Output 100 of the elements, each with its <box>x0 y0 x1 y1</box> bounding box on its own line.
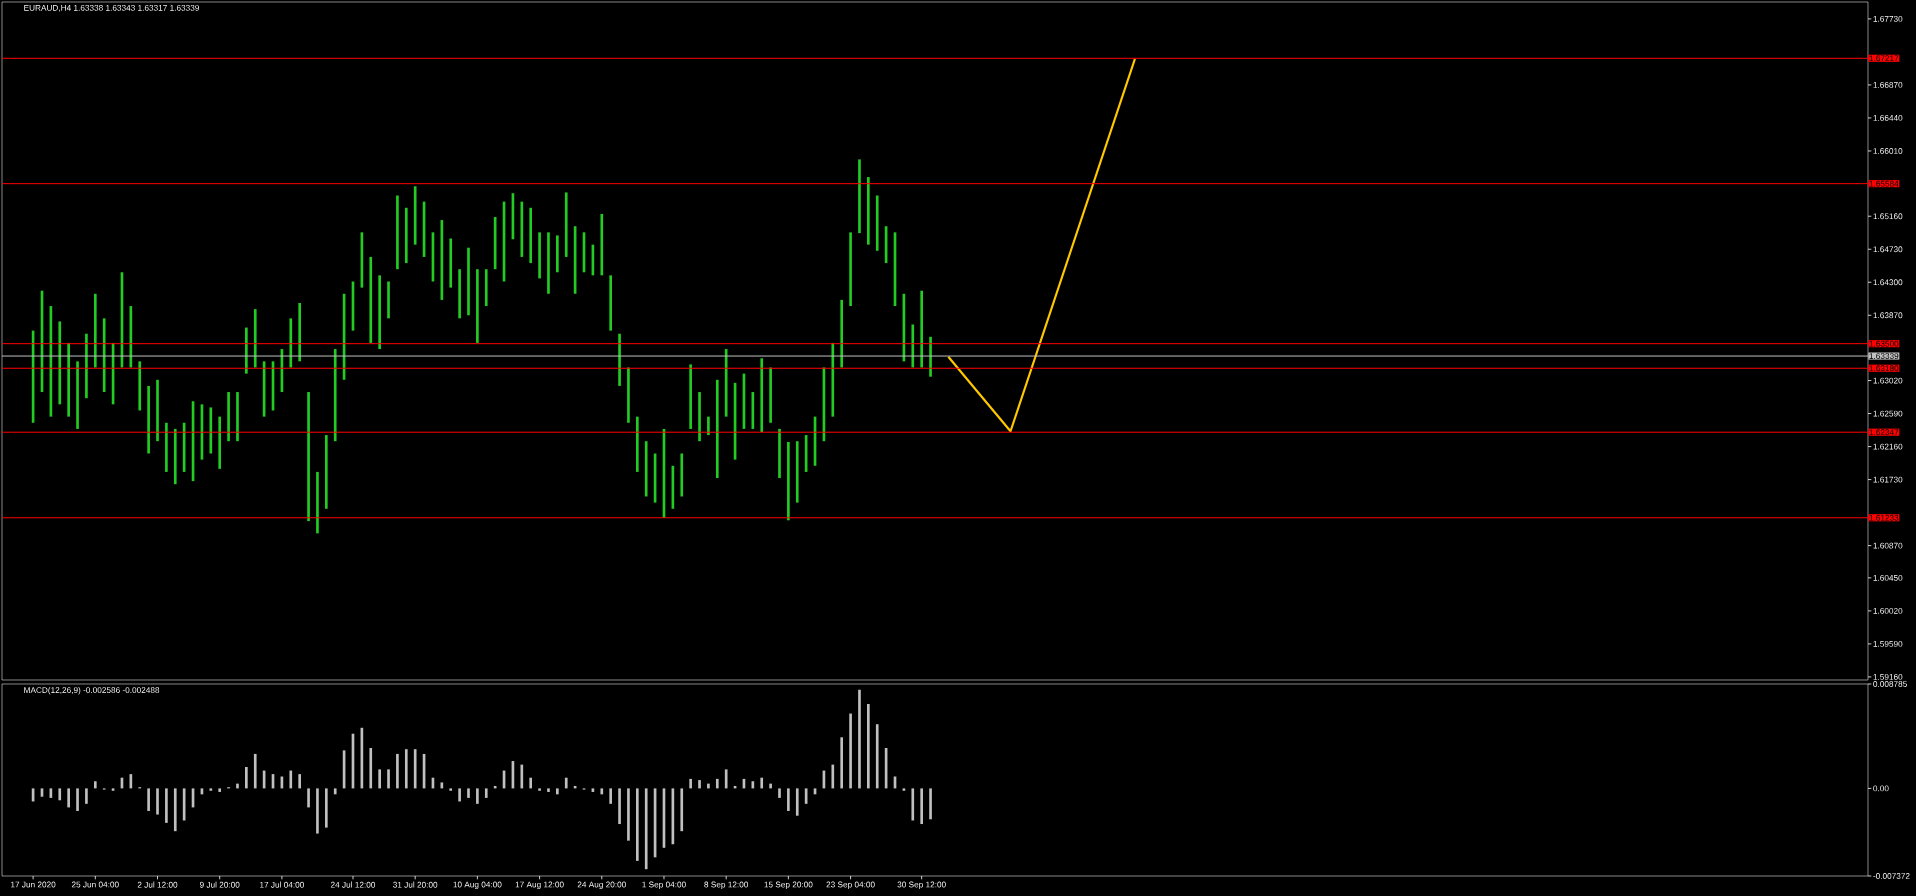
bar <box>911 788 915 821</box>
bar <box>875 195 879 251</box>
bar <box>298 302 301 362</box>
y-tick-label: 1.60450 <box>1873 574 1903 581</box>
bar <box>484 269 488 307</box>
bar <box>644 788 648 870</box>
bar <box>698 392 701 442</box>
bar <box>627 788 630 841</box>
bar <box>387 281 390 319</box>
y-tick-label: 0.008785 <box>1873 681 1907 687</box>
bar <box>156 788 159 815</box>
bar <box>476 788 479 804</box>
bar <box>111 788 115 791</box>
bar <box>369 256 373 343</box>
bar <box>236 392 239 442</box>
bar <box>760 358 764 432</box>
y-tick-label: 1.61730 <box>1873 476 1903 483</box>
bar <box>147 788 150 811</box>
bar <box>316 471 319 534</box>
bar <box>67 788 70 808</box>
bar <box>795 788 799 816</box>
y-tick-label: 1.65160 <box>1873 213 1903 220</box>
bar <box>165 422 168 472</box>
y-tick-label: 1.60020 <box>1873 607 1903 614</box>
bar <box>787 788 790 811</box>
bar <box>333 788 337 795</box>
bar <box>218 416 222 469</box>
bar <box>849 232 852 307</box>
x-tick-label: 24 Aug 20:00 <box>577 881 626 890</box>
bar <box>458 269 461 319</box>
bar <box>387 769 390 789</box>
bar <box>173 788 177 832</box>
x-tick-label: 17 Aug 12:00 <box>515 881 564 890</box>
bar <box>902 788 906 791</box>
chart-title: MACD(12,26,9) -0.002586 -0.002488 <box>24 686 160 695</box>
ref-line-label: 1.63180 <box>1869 365 1899 372</box>
bar <box>467 788 470 798</box>
x-tick-label: 31 Jul 20:00 <box>393 881 438 888</box>
bar <box>698 780 701 789</box>
bar <box>724 769 728 789</box>
bar <box>156 379 159 442</box>
bar <box>218 788 222 792</box>
bar <box>680 453 684 497</box>
bar <box>520 764 524 789</box>
bar <box>173 428 177 485</box>
bar <box>484 788 488 798</box>
bar <box>715 778 719 789</box>
bar <box>600 213 604 276</box>
bar <box>547 788 550 792</box>
y-tick-label: 1.64730 <box>1873 246 1903 253</box>
bar <box>413 186 417 245</box>
bar <box>413 749 417 789</box>
x-tick-label: 8 Sep 12:00 <box>704 881 749 890</box>
bar <box>760 777 764 789</box>
bar <box>609 788 612 804</box>
bar <box>635 416 639 472</box>
x-tick-label: 15 Sep 20:00 <box>764 881 813 890</box>
bar <box>689 778 692 789</box>
x-tick-label: 9 Jul 20:00 <box>199 881 240 888</box>
chart-title: EURAUD,H4 1.63338 1.63343 1.63317 1.63339 <box>24 4 199 12</box>
bar <box>787 441 790 521</box>
x-tick-label: 25 Jun 04:00 <box>71 881 119 888</box>
x-tick-label: 1 Sep 04:00 <box>642 881 686 890</box>
bar <box>547 232 550 294</box>
y-tick-label: 1.62160 <box>1873 443 1903 450</box>
ref-line-label: 1.65584 <box>1869 180 1899 187</box>
y-tick-label: 1.66870 <box>1873 82 1903 88</box>
bar <box>396 195 399 270</box>
bar <box>449 788 453 791</box>
bar <box>707 783 710 789</box>
bar <box>707 416 710 436</box>
bar <box>324 788 328 828</box>
bar <box>644 441 648 497</box>
y-tick-label: -0.007372 <box>1873 873 1910 879</box>
ref-line-label: 1.61233 <box>1869 514 1899 521</box>
bar <box>289 318 293 368</box>
bar <box>689 364 692 429</box>
bar <box>609 275 612 331</box>
bar <box>840 737 844 789</box>
bar <box>520 201 524 257</box>
bar <box>85 333 88 399</box>
bar <box>85 788 88 804</box>
bar <box>324 435 328 509</box>
bar <box>396 753 399 789</box>
bar <box>538 232 541 279</box>
bar <box>529 207 533 264</box>
bar <box>635 788 639 861</box>
bar <box>316 788 319 834</box>
x-tick-label: 17 Jul 04:00 <box>260 881 304 888</box>
bar <box>236 783 239 789</box>
bar <box>680 788 684 832</box>
bar <box>93 781 97 789</box>
x-tick-label: 10 Aug 04:00 <box>453 881 502 890</box>
bar <box>778 428 781 479</box>
bar <box>165 788 168 823</box>
bar <box>795 441 799 503</box>
x-tick-label: 30 Sep 12:00 <box>897 881 946 890</box>
bar <box>724 349 728 417</box>
x-tick-label: 24 Jul 12:00 <box>330 881 376 888</box>
bar <box>147 385 150 454</box>
